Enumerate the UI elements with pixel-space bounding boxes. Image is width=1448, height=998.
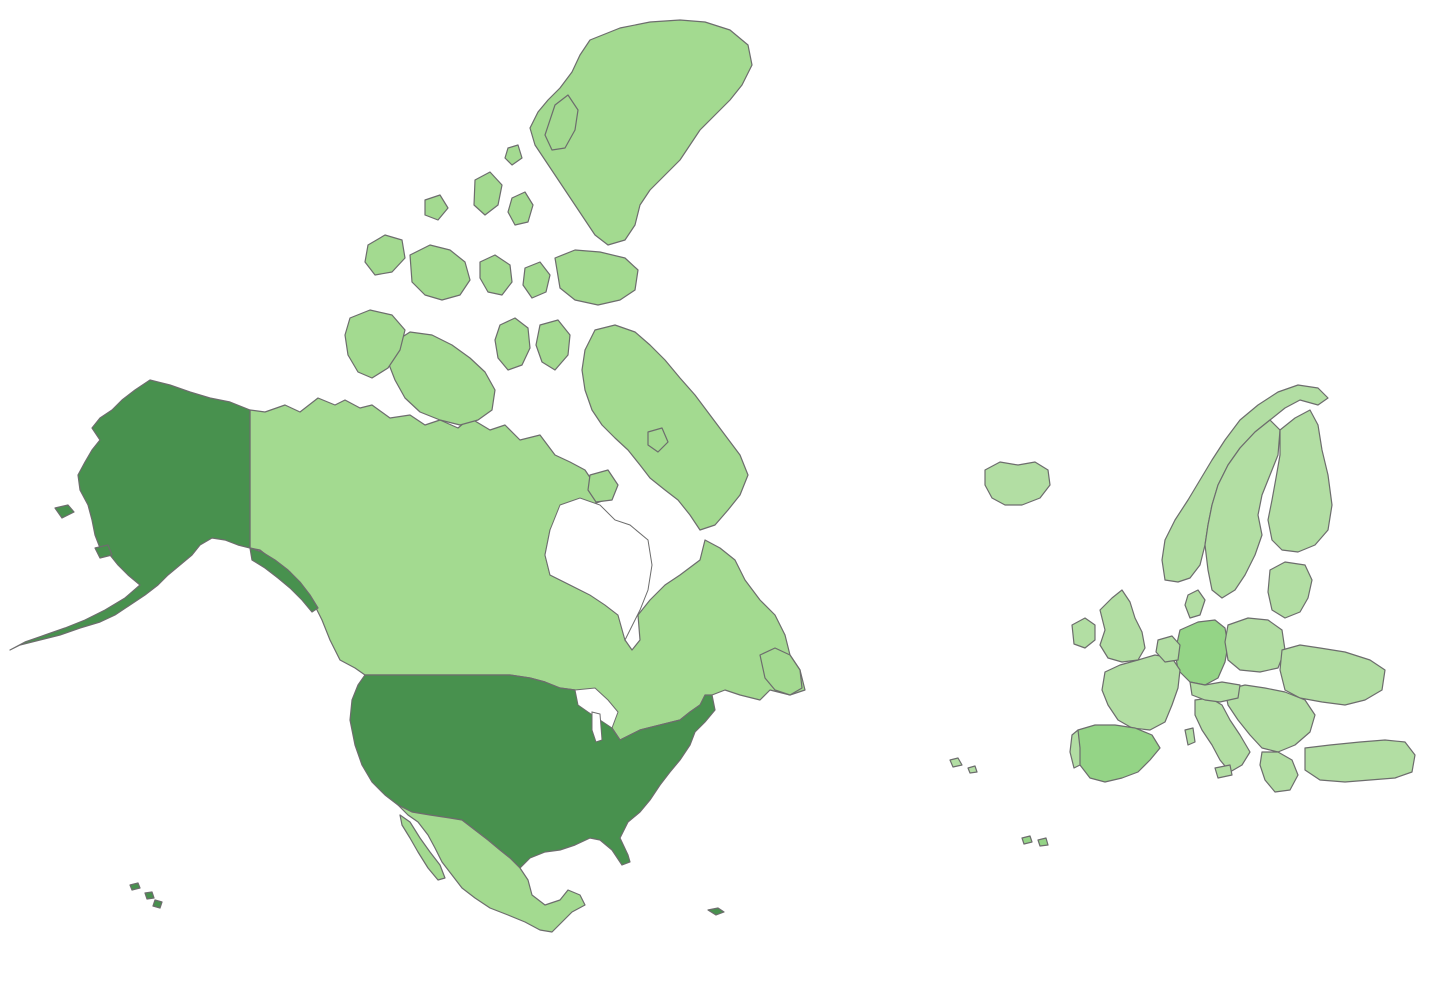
region-spain[interactable] xyxy=(1075,724,1161,783)
region-axel-heiberg-island[interactable] xyxy=(544,94,579,151)
region-sweden[interactable] xyxy=(1204,419,1281,599)
region-prince-patrick-island[interactable] xyxy=(364,234,406,276)
region-greece[interactable] xyxy=(1259,751,1299,793)
canadian-arctic-islands xyxy=(344,19,753,531)
region-melville-island[interactable] xyxy=(409,244,471,301)
region-balkans[interactable] xyxy=(1224,684,1316,753)
region-devon-island[interactable] xyxy=(554,249,639,306)
region-southampton-island[interactable] xyxy=(587,469,619,503)
region-somerset-island[interactable] xyxy=(535,319,571,371)
region-germany[interactable] xyxy=(1174,619,1229,686)
region-poland[interactable] xyxy=(1224,617,1286,673)
region-italy[interactable] xyxy=(1194,697,1251,773)
region-amund-ringnes-island[interactable] xyxy=(507,191,534,226)
region-denmark[interactable] xyxy=(1184,589,1206,619)
region-iceland[interactable] xyxy=(984,461,1051,506)
region-canary-islands[interactable] xyxy=(1021,835,1049,847)
region-azores[interactable] xyxy=(949,757,978,774)
north-america xyxy=(9,19,806,933)
hudson-bay xyxy=(544,497,653,642)
region-alaska-island-1[interactable] xyxy=(54,504,75,519)
region-ukraine[interactable] xyxy=(1279,644,1386,706)
region-ellesmere-island[interactable] xyxy=(529,19,753,246)
region-united-kingdom[interactable] xyxy=(1099,589,1146,663)
region-alaska[interactable] xyxy=(9,379,251,651)
region-baja-california[interactable] xyxy=(399,814,446,881)
region-portugal[interactable] xyxy=(1069,729,1081,769)
region-france[interactable] xyxy=(1101,654,1181,731)
region-bathurst-island[interactable] xyxy=(479,254,513,296)
europe xyxy=(949,384,1416,847)
region-ellef-ringnes-island[interactable] xyxy=(473,171,503,216)
region-mexico[interactable] xyxy=(397,804,586,933)
region-small-island-3[interactable] xyxy=(647,427,669,453)
region-austria[interactable] xyxy=(1189,681,1241,703)
region-turkey[interactable] xyxy=(1304,739,1416,783)
region-sicily[interactable] xyxy=(1214,764,1233,779)
region-prince-of-wales-island[interactable] xyxy=(494,317,531,371)
region-small-island-1[interactable] xyxy=(424,194,449,221)
region-newfoundland[interactable] xyxy=(759,647,803,696)
lake-michigan xyxy=(591,711,603,743)
region-small-island-2[interactable] xyxy=(504,144,523,166)
region-sardinia[interactable] xyxy=(1184,727,1196,746)
region-baffin-island[interactable] xyxy=(581,324,749,531)
region-ireland[interactable] xyxy=(1071,617,1096,649)
region-cornwallis-island[interactable] xyxy=(522,261,551,299)
region-hawaii[interactable] xyxy=(129,882,163,909)
great-lakes xyxy=(574,687,619,729)
region-benelux[interactable] xyxy=(1155,635,1181,663)
region-baltics[interactable] xyxy=(1267,561,1313,619)
region-finland[interactable] xyxy=(1267,409,1333,553)
region-banks-island[interactable] xyxy=(344,309,406,379)
region-alaska-island-2[interactable] xyxy=(94,544,113,559)
region-victoria-island[interactable] xyxy=(387,331,496,426)
region-caribbean-island[interactable] xyxy=(707,907,725,916)
region-alaska-panhandle[interactable] xyxy=(249,547,319,613)
